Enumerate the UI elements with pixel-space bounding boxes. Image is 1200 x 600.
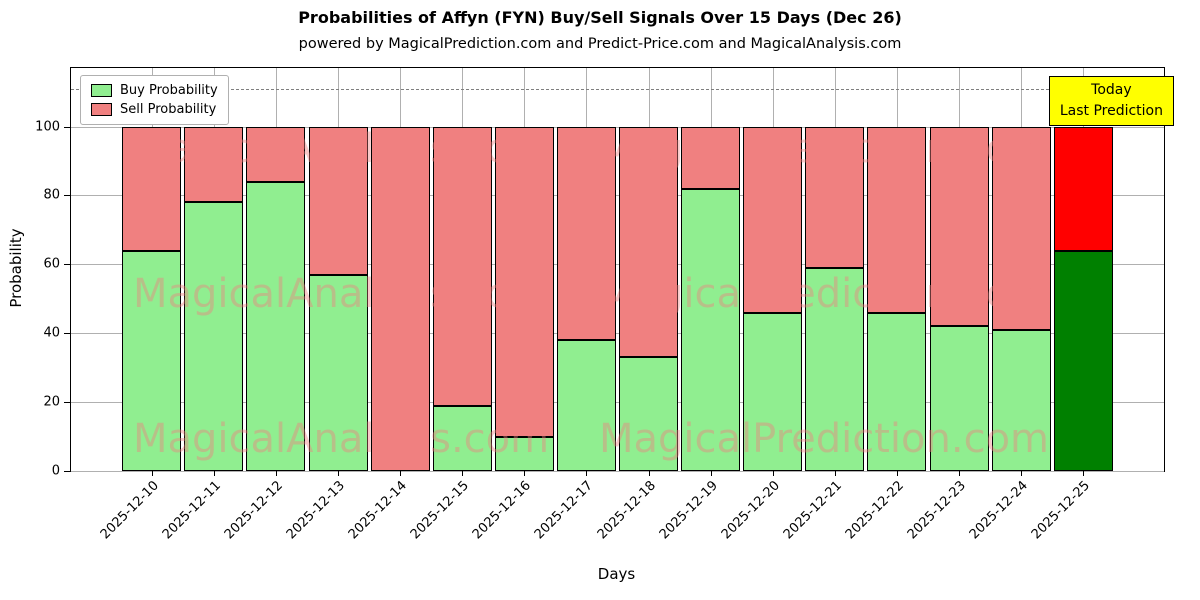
bar-segment-sell bbox=[184, 126, 244, 203]
x-axis-label: Days bbox=[597, 565, 636, 583]
chart-subtitle: powered by MagicalPrediction.com and Pre… bbox=[298, 36, 902, 52]
bar-segment-buy bbox=[494, 436, 554, 471]
y-tick-mark bbox=[64, 471, 70, 472]
x-tick-mark bbox=[1083, 471, 1085, 476]
bar-segment-sell bbox=[556, 126, 616, 341]
bar-segment-sell bbox=[1053, 126, 1113, 251]
bar-segment-sell bbox=[991, 126, 1051, 330]
today-annotation-line2: Last Prediction bbox=[1059, 103, 1163, 119]
x-tick-mark bbox=[959, 471, 961, 476]
bar-segment-sell bbox=[122, 126, 182, 251]
bar-segment-sell bbox=[805, 126, 865, 268]
legend-swatch-buy bbox=[91, 84, 112, 97]
bar-segment-buy bbox=[991, 329, 1051, 471]
dashed-threshold-line bbox=[71, 88, 1164, 90]
today-annotation-line1: Today bbox=[1091, 82, 1132, 98]
y-tick-mark bbox=[64, 402, 70, 404]
bar-segment-sell bbox=[619, 126, 679, 358]
bar-segment-sell bbox=[494, 126, 554, 437]
bar-segment-sell bbox=[432, 126, 492, 406]
bar-segment-sell bbox=[370, 126, 430, 471]
bar-segment-buy bbox=[681, 188, 741, 471]
legend-item-sell: Sell Probability bbox=[91, 100, 218, 119]
bar-segment-sell bbox=[246, 126, 306, 182]
y-tick-mark bbox=[64, 126, 70, 128]
y-gridline bbox=[71, 333, 1164, 335]
legend-label-buy: Buy Probability bbox=[120, 83, 218, 98]
y-tick-mark bbox=[64, 195, 70, 197]
bar-segment-buy bbox=[122, 250, 182, 471]
bars-layer bbox=[71, 68, 1164, 471]
bar-segment-buy bbox=[743, 312, 803, 471]
x-tick-mark bbox=[772, 471, 774, 476]
y-gridline bbox=[71, 195, 1164, 197]
bar-segment-buy bbox=[184, 202, 244, 471]
y-tick-label: 0 bbox=[51, 463, 60, 479]
today-annotation: Today Last Prediction bbox=[1048, 76, 1174, 126]
bar-segment-buy bbox=[929, 326, 989, 471]
y-tick-label: 40 bbox=[43, 325, 60, 341]
x-tick-mark bbox=[834, 471, 836, 476]
legend-item-buy: Buy Probability bbox=[91, 81, 218, 100]
bar-segment-buy bbox=[308, 274, 368, 471]
x-tick-mark bbox=[151, 471, 153, 476]
y-tick-label: 80 bbox=[43, 187, 60, 203]
y-tick-mark bbox=[64, 333, 70, 335]
y-gridline bbox=[71, 264, 1164, 266]
bar-segment-buy bbox=[246, 181, 306, 471]
x-tick-mark bbox=[648, 471, 650, 476]
chart-title: Probabilities of Affyn (FYN) Buy/Sell Si… bbox=[298, 8, 902, 27]
bar-segment-buy bbox=[805, 267, 865, 471]
legend-label-sell: Sell Probability bbox=[120, 102, 217, 117]
x-tick-mark bbox=[586, 471, 588, 476]
y-tick-label: 20 bbox=[43, 394, 60, 410]
bar-segment-buy bbox=[556, 340, 616, 471]
y-tick-label: 100 bbox=[35, 119, 60, 135]
bar-segment-sell bbox=[867, 126, 927, 313]
x-tick-mark bbox=[213, 471, 215, 476]
x-tick-mark bbox=[338, 471, 340, 476]
bar-segment-sell bbox=[681, 126, 741, 189]
plot-area: MagicalAnalysis.com MagicalPrediction.com… bbox=[70, 67, 1165, 472]
bar-segment-buy bbox=[1053, 250, 1113, 471]
x-tick-mark bbox=[524, 471, 526, 476]
x-tick-mark bbox=[896, 471, 898, 476]
bar-segment-buy bbox=[432, 405, 492, 471]
bar-segment-sell bbox=[929, 126, 989, 327]
y-gridline bbox=[71, 126, 1164, 128]
bar-segment-buy bbox=[619, 357, 679, 471]
y-tick-mark bbox=[64, 264, 70, 266]
bar-segment-sell bbox=[743, 126, 803, 313]
y-tick-label: 60 bbox=[43, 256, 60, 272]
x-tick-mark bbox=[462, 471, 464, 476]
bar-segment-sell bbox=[308, 126, 368, 275]
x-tick-mark bbox=[710, 471, 712, 476]
x-tick-mark bbox=[1021, 471, 1023, 476]
y-gridline bbox=[71, 402, 1164, 404]
legend: Buy Probability Sell Probability bbox=[80, 75, 229, 125]
y-gridline bbox=[71, 471, 1164, 472]
x-tick-mark bbox=[400, 471, 402, 476]
x-tick-mark bbox=[275, 471, 277, 476]
legend-swatch-sell bbox=[91, 103, 112, 116]
bar-segment-buy bbox=[867, 312, 927, 471]
